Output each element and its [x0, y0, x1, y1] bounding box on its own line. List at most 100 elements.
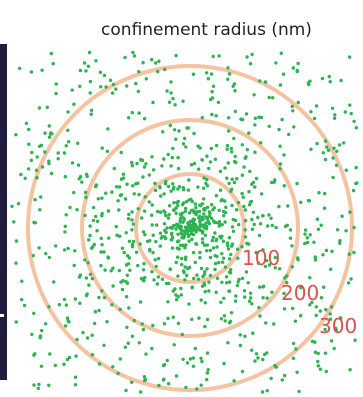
data-point	[191, 232, 196, 237]
data-point	[273, 255, 277, 260]
data-point	[106, 255, 110, 259]
data-point	[191, 364, 196, 368]
data-point	[178, 243, 183, 247]
data-point	[161, 130, 165, 134]
data-point	[250, 348, 254, 352]
data-point	[106, 209, 111, 213]
data-point	[331, 156, 335, 160]
data-point	[258, 285, 262, 289]
data-point	[229, 189, 233, 193]
data-point	[267, 263, 272, 267]
data-point	[195, 387, 199, 391]
data-point	[231, 84, 235, 88]
data-point	[171, 208, 176, 212]
data-point	[227, 129, 231, 133]
data-point	[206, 219, 210, 224]
data-point	[278, 144, 282, 148]
data-point	[231, 229, 236, 233]
data-point	[97, 362, 102, 366]
data-point	[278, 267, 282, 271]
data-point	[174, 137, 178, 141]
data-point	[157, 59, 161, 63]
data-point	[99, 236, 103, 241]
data-point	[158, 210, 163, 214]
data-point	[175, 222, 179, 226]
data-point	[88, 233, 92, 238]
data-point	[256, 261, 261, 265]
data-point	[136, 181, 140, 185]
data-point	[54, 91, 58, 96]
data-point	[295, 370, 299, 374]
data-point	[182, 136, 187, 141]
data-point	[84, 69, 88, 73]
data-point	[191, 225, 195, 229]
data-point	[75, 337, 79, 342]
data-point	[39, 195, 43, 199]
data-point	[181, 202, 185, 207]
data-point	[319, 223, 323, 227]
data-point	[78, 68, 83, 73]
data-point	[150, 203, 154, 207]
data-point	[241, 195, 245, 199]
data-point	[247, 299, 252, 303]
data-point	[299, 314, 303, 318]
data-point	[117, 208, 121, 212]
data-point	[103, 268, 107, 272]
data-point	[114, 185, 119, 189]
data-point	[232, 159, 237, 164]
data-point	[136, 89, 140, 94]
data-point	[22, 303, 27, 308]
data-point	[229, 311, 234, 315]
data-point	[315, 141, 319, 146]
data-point	[187, 198, 191, 202]
data-point	[205, 377, 209, 382]
data-point	[243, 334, 247, 338]
data-point	[14, 320, 18, 324]
data-point	[319, 296, 324, 300]
data-point	[348, 210, 352, 214]
data-point	[286, 204, 290, 208]
data-point	[125, 182, 129, 186]
data-point	[151, 168, 156, 172]
data-point	[140, 216, 144, 220]
data-point	[87, 283, 91, 287]
data-point	[31, 253, 35, 258]
data-point	[295, 69, 299, 74]
data-point	[72, 190, 76, 195]
data-point	[243, 156, 247, 160]
data-point	[313, 258, 318, 262]
data-point	[121, 172, 126, 176]
data-point	[200, 158, 204, 162]
data-point	[102, 295, 107, 300]
data-point	[181, 357, 185, 361]
data-point	[232, 180, 237, 185]
data-point	[176, 255, 180, 259]
data-point	[264, 321, 268, 325]
data-point	[232, 379, 236, 383]
data-point	[32, 383, 36, 387]
data-point	[48, 352, 52, 356]
data-point	[100, 243, 104, 247]
data-point	[260, 390, 265, 394]
data-point	[139, 390, 143, 394]
data-point	[62, 362, 66, 366]
data-point	[264, 258, 269, 263]
data-point	[142, 378, 147, 383]
data-point	[184, 385, 188, 390]
data-point	[278, 83, 283, 87]
data-point	[347, 252, 351, 256]
data-point	[204, 181, 208, 186]
data-point	[165, 358, 169, 363]
data-point	[186, 126, 190, 130]
data-point	[253, 116, 257, 121]
data-point	[344, 229, 348, 233]
data-point	[277, 127, 281, 132]
data-point	[203, 208, 207, 212]
data-point	[150, 223, 154, 227]
data-point	[342, 141, 346, 145]
data-point	[213, 231, 217, 235]
data-point	[248, 169, 252, 174]
data-point	[161, 378, 166, 382]
data-point	[130, 228, 134, 232]
data-point	[222, 361, 226, 366]
